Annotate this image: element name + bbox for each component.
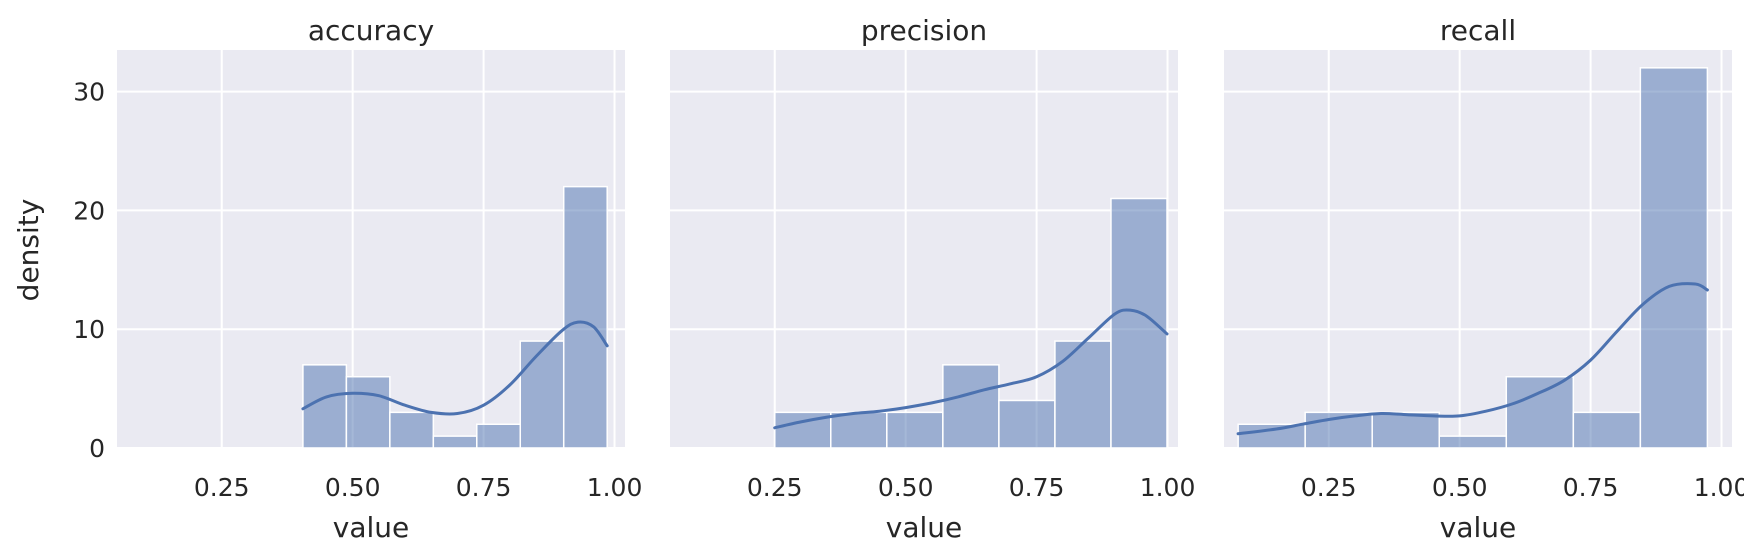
kde-curve [301, 320, 609, 416]
panel-title: recall [1440, 14, 1516, 47]
x-axis-label: value [333, 511, 409, 544]
x-axis-label: value [886, 511, 962, 544]
x-tick-label: 0.75 [1009, 473, 1065, 502]
panel-accuracy: accuracy 0.25 0.50 0.75 1.00 0 10 20 30 value [73, 14, 642, 544]
x-axis-label: value [1440, 511, 1516, 544]
histogram-bar [998, 399, 1056, 449]
histogram-bar [432, 435, 478, 449]
panel-title: accuracy [308, 14, 434, 47]
x-tick-label: 1.00 [587, 473, 643, 502]
kde-curve [1236, 282, 1709, 436]
histogram-bar [1237, 423, 1306, 449]
histogram-bar [1371, 411, 1440, 449]
histogram-bar [942, 364, 1000, 449]
x-tick-label: 0.50 [325, 473, 381, 502]
y-tick-label: 20 [73, 196, 105, 225]
y-tick-label: 0 [89, 434, 105, 463]
x-tick-label: 1.00 [1694, 473, 1744, 502]
x-tick-label: 0.75 [456, 473, 512, 502]
x-tick-label: 0.25 [1301, 473, 1357, 502]
histogram-bar [1110, 197, 1168, 449]
x-tick-label: 0.50 [878, 473, 934, 502]
histogram-bar [1505, 375, 1575, 449]
histogram-bar [1572, 411, 1642, 449]
histogram-bar [476, 423, 522, 449]
histogram-bar [1438, 435, 1508, 449]
kde-curve [773, 308, 1169, 430]
x-tick-label: 0.25 [194, 473, 250, 502]
x-tick-label: 1.00 [1140, 473, 1196, 502]
histogram-bar [389, 411, 435, 449]
histogram-bar [1639, 67, 1709, 449]
y-axis-label: density [12, 199, 45, 302]
panel-recall: recall 0.25 0.50 0.75 1.00 value [1224, 14, 1744, 544]
histogram-bar [830, 411, 888, 449]
panel-title: precision [861, 14, 987, 47]
y-tick-label: 10 [73, 315, 105, 344]
x-tick-label: 0.75 [1563, 473, 1619, 502]
histogram-bar [345, 375, 391, 449]
panel-precision: precision 0.25 0.50 0.75 1.00 value [670, 14, 1195, 544]
histogram-bar [886, 411, 944, 449]
histogram-bar [562, 185, 608, 449]
x-tick-label: 0.25 [747, 473, 803, 502]
y-tick-label: 30 [73, 78, 105, 107]
histogram-bar [1054, 340, 1112, 449]
x-tick-label: 0.50 [1432, 473, 1488, 502]
histogram-bar [519, 340, 565, 449]
